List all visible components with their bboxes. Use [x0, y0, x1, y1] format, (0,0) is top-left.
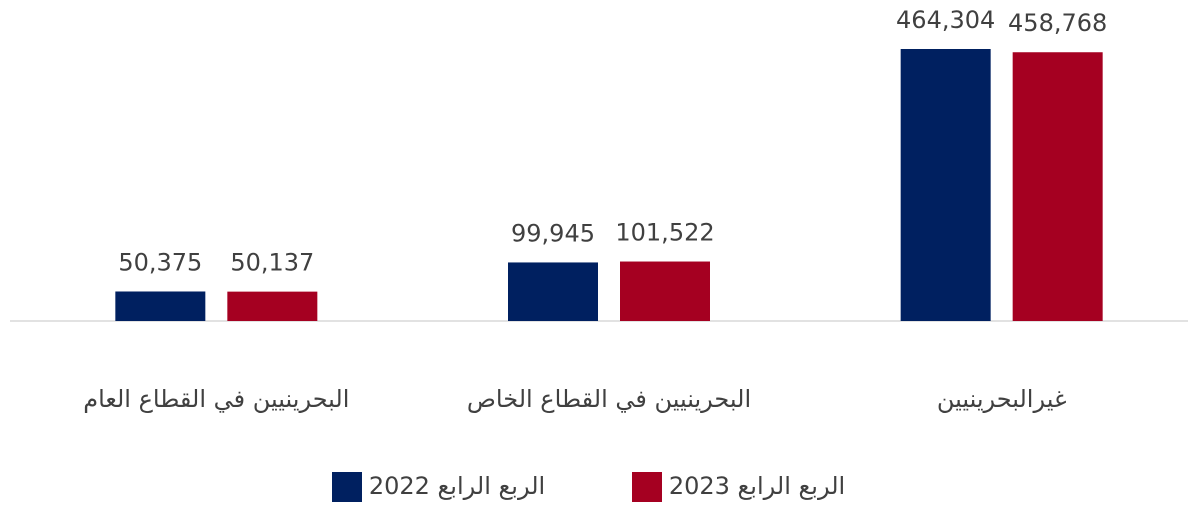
legend-label: الربع الرابع 2022 [369, 472, 545, 500]
data-label: 50,137 [230, 249, 314, 277]
legend-swatch [632, 472, 662, 502]
bar [620, 261, 710, 321]
data-label: 50,375 [118, 248, 202, 276]
x-tick-label: البحرينيين في القطاع الخاص [467, 385, 751, 413]
bar [508, 262, 598, 321]
data-label: 99,945 [511, 219, 595, 247]
x-tick-label: غيرالبحرينيين [937, 385, 1067, 413]
legend-swatch [332, 472, 362, 502]
data-label: 101,522 [615, 219, 714, 247]
bar [227, 291, 318, 321]
legend-label: الربع الرابع 2023 [669, 472, 845, 500]
x-tick-label: البحرينيين في القطاع العام [83, 385, 349, 413]
bar [900, 49, 991, 321]
bar [115, 291, 206, 321]
data-label: 464,304 [896, 6, 995, 34]
data-label: 458,768 [1008, 9, 1107, 37]
bar [1012, 52, 1103, 322]
